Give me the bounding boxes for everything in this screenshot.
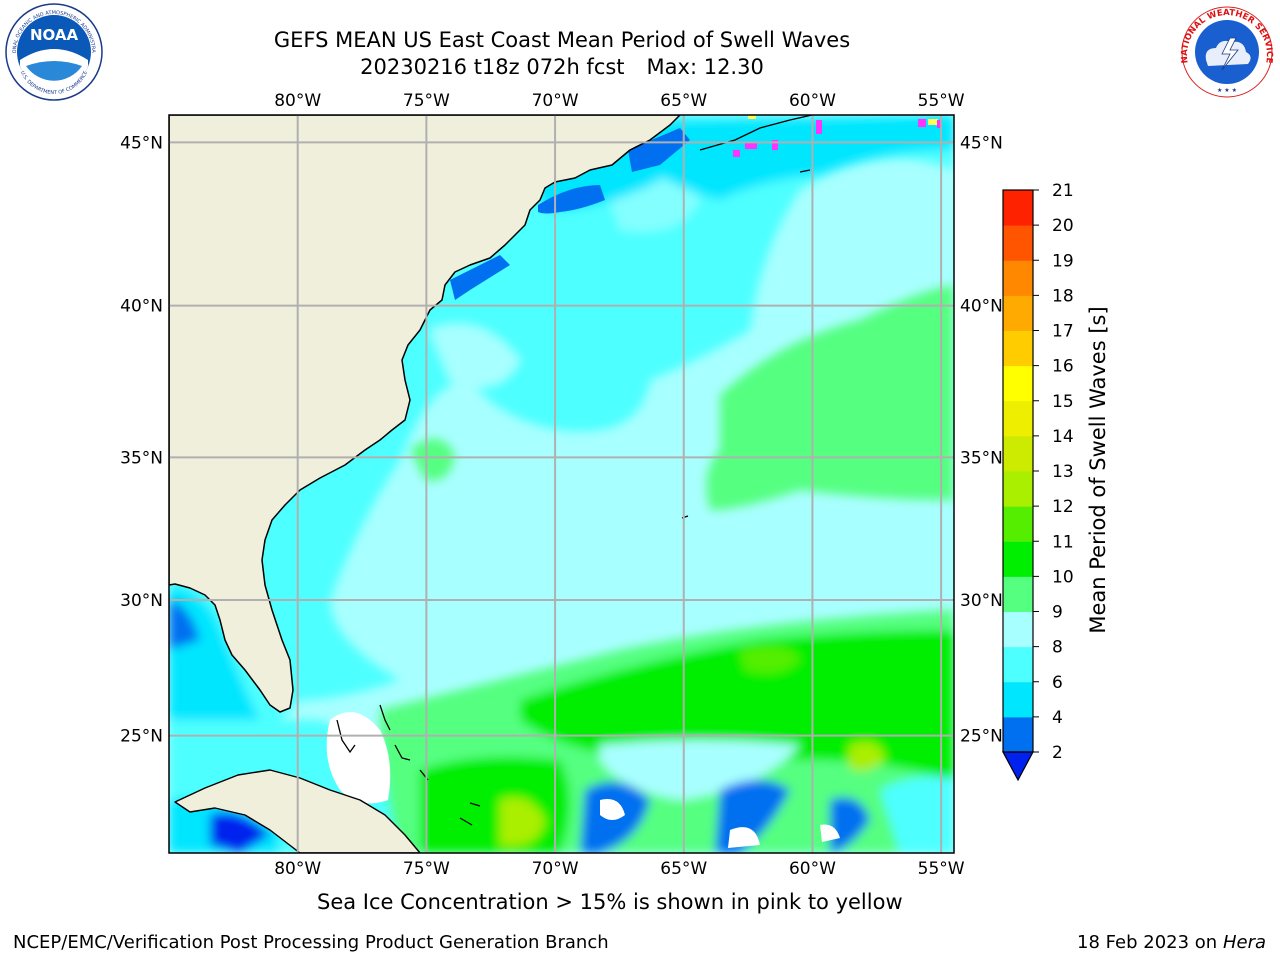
lat-tick-left-3: 30°N — [120, 591, 163, 611]
colorbar-tick-1: 4 — [1052, 708, 1063, 728]
colorbar-tick-9: 14 — [1052, 427, 1074, 447]
colorbar-swatch — [1003, 471, 1033, 507]
lat-tick-right-4: 25°N — [960, 727, 1003, 747]
colorbar-swatch — [1003, 365, 1033, 402]
lon-ticks-bottom: 80°W 75°W 70°W 65°W 60°W 55°W — [274, 859, 965, 879]
colorbar-swatch — [1003, 330, 1033, 367]
noaa-logo-text: NOAA — [30, 26, 79, 44]
map-panel — [169, 115, 954, 853]
lon-tick-bottom-4: 60°W — [789, 859, 836, 879]
colorbar-swatch — [1003, 190, 1033, 226]
colorbar-swatch — [1003, 295, 1033, 331]
colorbar-tick-11: 16 — [1052, 357, 1074, 377]
colorbar-tick-13: 18 — [1052, 286, 1074, 306]
colorbar-swatch — [1003, 400, 1033, 437]
lon-tick-bottom-2: 70°W — [532, 859, 579, 879]
colorbar-swatch — [1003, 225, 1033, 261]
lon-tick-top-3: 65°W — [660, 91, 707, 111]
lon-tick-top-5: 55°W — [918, 91, 965, 111]
lon-tick-top-0: 80°W — [274, 91, 321, 111]
chart-title: GEFS MEAN US East Coast Mean Period of S… — [273, 28, 851, 52]
colorbar-tick-6: 11 — [1052, 532, 1074, 552]
colorbar-tick-12: 17 — [1052, 322, 1074, 342]
colorbar-tick-4: 9 — [1052, 603, 1063, 623]
lon-tick-bottom-3: 65°W — [660, 859, 707, 879]
noaa-logo: NOAA NATIONAL OCEANIC AND ATMOSPHERIC AD… — [2, 2, 103, 101]
colorbar-swatch — [1003, 611, 1033, 648]
colorbar-tick-3: 8 — [1052, 638, 1063, 658]
colorbar: 2 4 6 8 9 10 11 12 13 14 15 16 17 18 19 … — [1001, 181, 1110, 782]
colorbar-swatch — [1003, 541, 1033, 577]
lat-tick-right-1: 40°N — [960, 297, 1003, 317]
machine-name: Hera — [1222, 932, 1266, 953]
lon-tick-bottom-0: 80°W — [274, 859, 321, 879]
colorbar-tick-14: 19 — [1052, 251, 1074, 271]
map-frame — [168, 114, 955, 854]
lon-tick-bottom-5: 55°W — [918, 859, 965, 879]
sea-ice-note: Sea Ice Concentration > 15% is shown in … — [317, 890, 903, 914]
lat-tick-left-2: 35°N — [120, 448, 163, 468]
colorbar-tick-5: 10 — [1052, 567, 1074, 587]
lat-tick-left-0: 45°N — [120, 133, 163, 153]
colorbar-extend-triangle — [1001, 751, 1035, 782]
lat-tick-left-1: 40°N — [120, 297, 163, 317]
colorbar-tick-8: 13 — [1052, 462, 1074, 482]
colorbar-tick-10: 15 — [1052, 392, 1074, 412]
lat-ticks-right: 45°N 40°N 35°N 30°N 25°N — [960, 133, 1003, 746]
star-icon: ★ ★ ★ — [1217, 87, 1237, 94]
lat-tick-right-2: 35°N — [960, 448, 1003, 468]
run-date: 18 Feb 2023 on Hera — [1077, 932, 1266, 953]
colorbar-swatch — [1003, 646, 1033, 683]
colorbar-swatch — [1003, 506, 1033, 542]
colorbar-tick-16: 21 — [1052, 181, 1074, 201]
lon-tick-bottom-1: 75°W — [403, 859, 450, 879]
lat-ticks-left: 45°N 40°N 35°N 30°N 25°N — [120, 133, 163, 746]
date-text: 18 Feb 2023 on — [1077, 932, 1218, 953]
lon-tick-top-2: 70°W — [532, 91, 579, 111]
lon-tick-top-1: 75°W — [403, 91, 450, 111]
colorbar-tick-15: 20 — [1052, 216, 1074, 236]
colorbar-swatch — [1003, 681, 1033, 718]
lon-ticks-top: 80°W 75°W 70°W 65°W 60°W 55°W — [274, 91, 965, 111]
colorbar-tick-7: 12 — [1052, 497, 1074, 517]
nws-logo: NATIONAL WEATHER SERVICE ★ ★ ★ — [1180, 6, 1274, 98]
colorbar-swatch — [1003, 576, 1033, 612]
colorbar-swatch — [1003, 435, 1033, 472]
chart-subtitle: 20230216 t18z 072h fcst Max: 12.30 — [162, 54, 962, 80]
colorbar-swatch — [1003, 716, 1033, 753]
colorbar-title: Mean Period of Swell Waves [s] — [1086, 306, 1110, 633]
colorbar-tick-2: 6 — [1052, 673, 1063, 693]
colorbar-frame — [1002, 189, 1034, 753]
lon-tick-top-4: 60°W — [789, 91, 836, 111]
run-label: 20230216 t18z 072h fcst — [360, 55, 625, 79]
max-label: Max: 12.30 — [646, 55, 764, 79]
graticule — [169, 115, 954, 853]
colorbar-tick-0: 2 — [1052, 743, 1063, 763]
lat-tick-right-3: 30°N — [960, 591, 1003, 611]
branch-credit: NCEP/EMC/Verification Post Processing Pr… — [13, 932, 609, 953]
lat-tick-right-0: 45°N — [960, 133, 1003, 153]
lat-tick-left-4: 25°N — [120, 727, 163, 747]
colorbar-swatch — [1003, 260, 1033, 296]
